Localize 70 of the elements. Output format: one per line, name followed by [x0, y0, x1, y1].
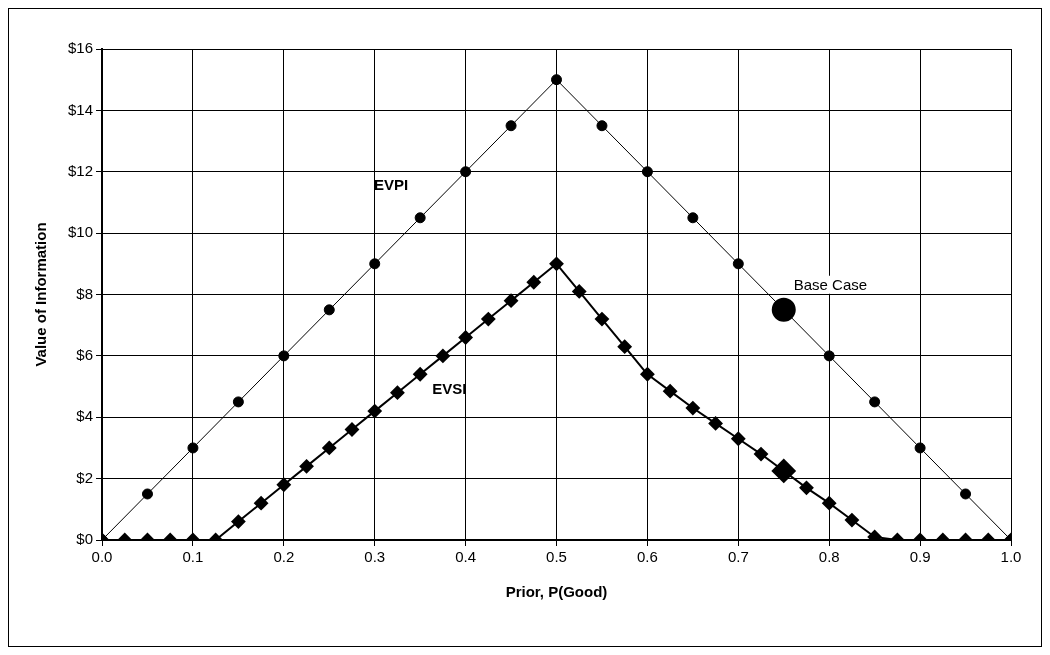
point — [823, 350, 835, 362]
series-label: EVPI — [373, 175, 409, 193]
x-tick-label: 0.9 — [909, 548, 931, 566]
point — [799, 480, 814, 495]
y-tick-label: $16 — [68, 39, 94, 57]
annotation: Base Case — [793, 275, 868, 293]
point — [231, 514, 246, 529]
point — [731, 431, 746, 446]
point — [594, 312, 609, 327]
point — [458, 330, 473, 345]
point — [505, 120, 517, 132]
x-tick-label: 0.3 — [364, 548, 386, 566]
series-label: EVSI — [432, 380, 467, 398]
x-tick-label: 0.1 — [182, 548, 204, 566]
point — [596, 120, 608, 132]
x-axis-title: Prior, P(Good) — [505, 583, 608, 601]
point — [460, 166, 472, 178]
point — [232, 396, 244, 408]
y-tick-label: $2 — [76, 468, 94, 486]
point — [278, 350, 290, 362]
point — [640, 367, 655, 382]
x-tick-label: 0.2 — [273, 548, 295, 566]
point — [481, 312, 496, 327]
x-tick-label: 1.0 — [1000, 548, 1022, 566]
y-tick-label: $10 — [68, 223, 94, 241]
point — [708, 416, 723, 431]
point — [254, 496, 269, 511]
point — [732, 258, 744, 270]
y-tick-label: $14 — [68, 100, 94, 118]
y-tick-label: $4 — [76, 407, 94, 425]
point — [414, 212, 426, 224]
y-tick-label: $0 — [76, 530, 94, 548]
point — [687, 212, 699, 224]
y-axis-title: Value of Information — [32, 222, 50, 367]
point — [323, 304, 335, 316]
y-tick-label: $8 — [76, 284, 94, 302]
point — [551, 74, 563, 86]
x-tick-label: 0.0 — [91, 548, 113, 566]
point — [344, 422, 359, 437]
point — [187, 442, 199, 454]
point — [141, 488, 153, 500]
point — [914, 442, 926, 454]
point — [822, 496, 837, 511]
point — [617, 339, 632, 354]
point — [367, 404, 382, 419]
point — [754, 447, 769, 462]
point — [960, 488, 972, 500]
point — [504, 293, 519, 308]
point — [390, 385, 405, 400]
point — [322, 440, 337, 455]
point — [549, 256, 564, 271]
x-tick-label: 0.5 — [546, 548, 567, 566]
point — [413, 367, 428, 382]
point — [685, 401, 700, 416]
point — [572, 284, 587, 299]
x-tick-label: 0.6 — [636, 548, 658, 566]
y-tick-label: $6 — [76, 346, 94, 364]
y-tick-label: $12 — [68, 161, 94, 179]
x-tick-label: 0.4 — [455, 548, 477, 566]
x-tick-label: 0.8 — [818, 548, 840, 566]
x-tick-label: 0.7 — [727, 548, 749, 566]
point — [844, 513, 859, 528]
point — [869, 396, 881, 408]
point — [369, 258, 381, 270]
point — [526, 275, 541, 290]
point — [299, 459, 314, 474]
point — [276, 477, 291, 492]
point — [663, 384, 678, 399]
point — [435, 348, 450, 363]
point — [641, 166, 653, 178]
